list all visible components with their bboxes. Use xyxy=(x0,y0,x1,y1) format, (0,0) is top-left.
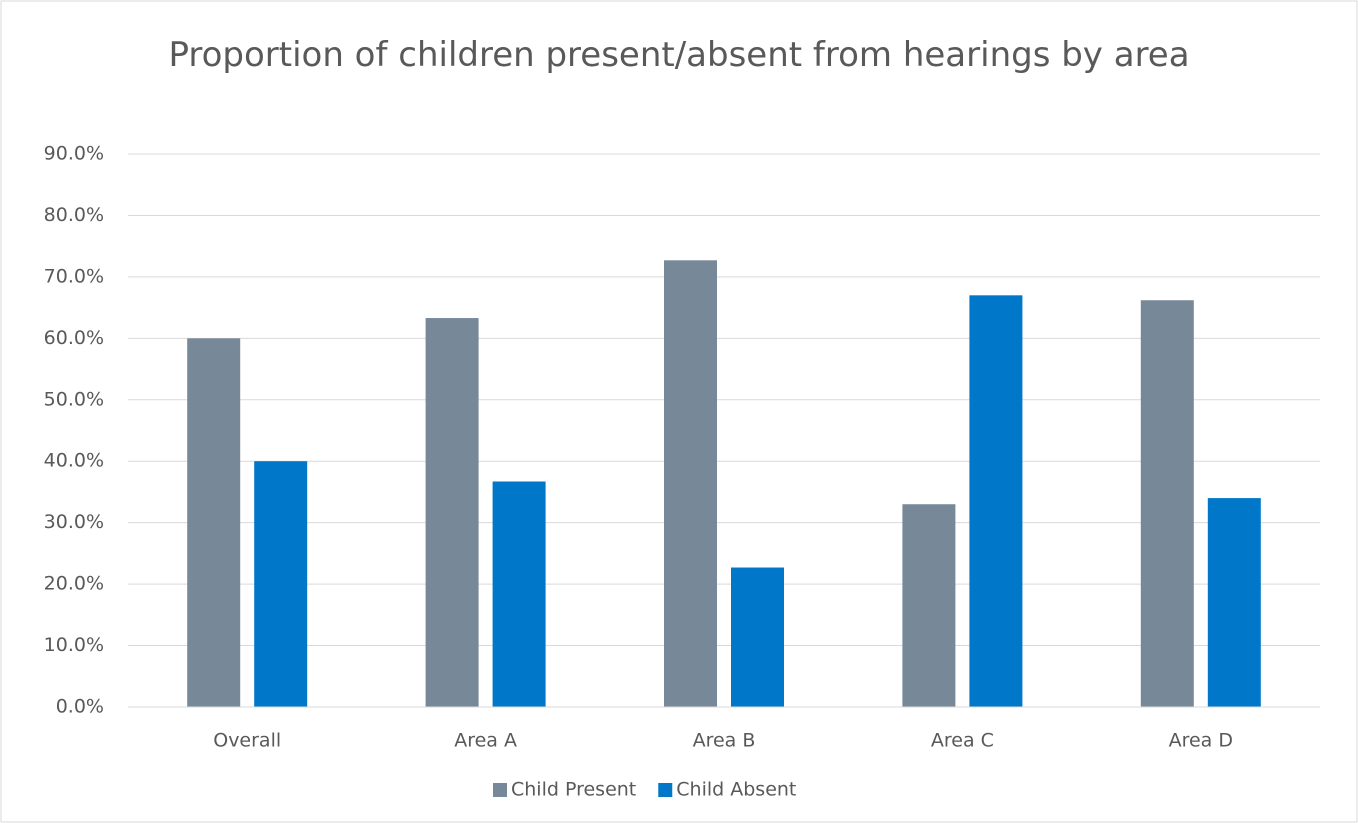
y-tick-label: 0.0% xyxy=(56,696,104,718)
y-tick-label: 20.0% xyxy=(44,573,104,595)
y-tick-label: 60.0% xyxy=(44,327,104,349)
x-tick-label: Overall xyxy=(213,730,281,752)
y-tick-label: 80.0% xyxy=(44,204,104,226)
legend-swatch xyxy=(493,783,507,797)
bar xyxy=(254,461,308,707)
x-tick-label: Area D xyxy=(1169,730,1233,752)
x-tick-label: Area A xyxy=(454,730,517,752)
bar xyxy=(731,567,784,707)
y-tick-label: 70.0% xyxy=(44,265,104,287)
y-tick-label: 30.0% xyxy=(44,511,104,533)
x-tick-label: Area B xyxy=(693,730,756,752)
chart-title: Proportion of children present/absent fr… xyxy=(168,35,1190,75)
bar xyxy=(187,338,241,707)
y-tick-label: 10.0% xyxy=(44,634,104,656)
bar xyxy=(664,260,717,707)
legend-label: Child Present xyxy=(511,779,636,801)
y-tick-label: 90.0% xyxy=(44,143,104,165)
y-tick-label: 40.0% xyxy=(44,450,104,472)
legend-swatch xyxy=(658,783,673,797)
y-tick-label: 50.0% xyxy=(44,388,104,410)
bar xyxy=(902,504,956,707)
legend-label: Child Absent xyxy=(676,779,796,801)
x-tick-label: Area C xyxy=(931,730,994,752)
bar xyxy=(1207,498,1261,707)
bar xyxy=(969,295,1023,707)
bar xyxy=(1140,300,1194,707)
bar xyxy=(492,481,546,707)
bar xyxy=(425,318,479,707)
